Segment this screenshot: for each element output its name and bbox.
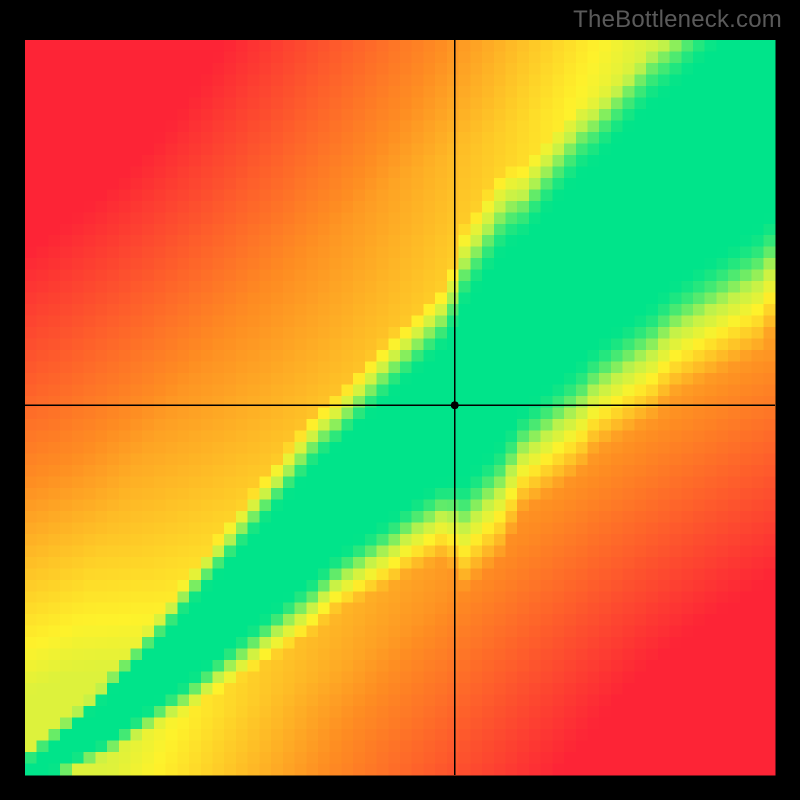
watermark-text: TheBottleneck.com [573, 6, 782, 34]
heatmap-svg [0, 0, 800, 800]
heatmap-cells [25, 40, 776, 776]
chart-root: TheBottleneck.com [0, 0, 800, 800]
crosshair-dot [451, 401, 459, 409]
